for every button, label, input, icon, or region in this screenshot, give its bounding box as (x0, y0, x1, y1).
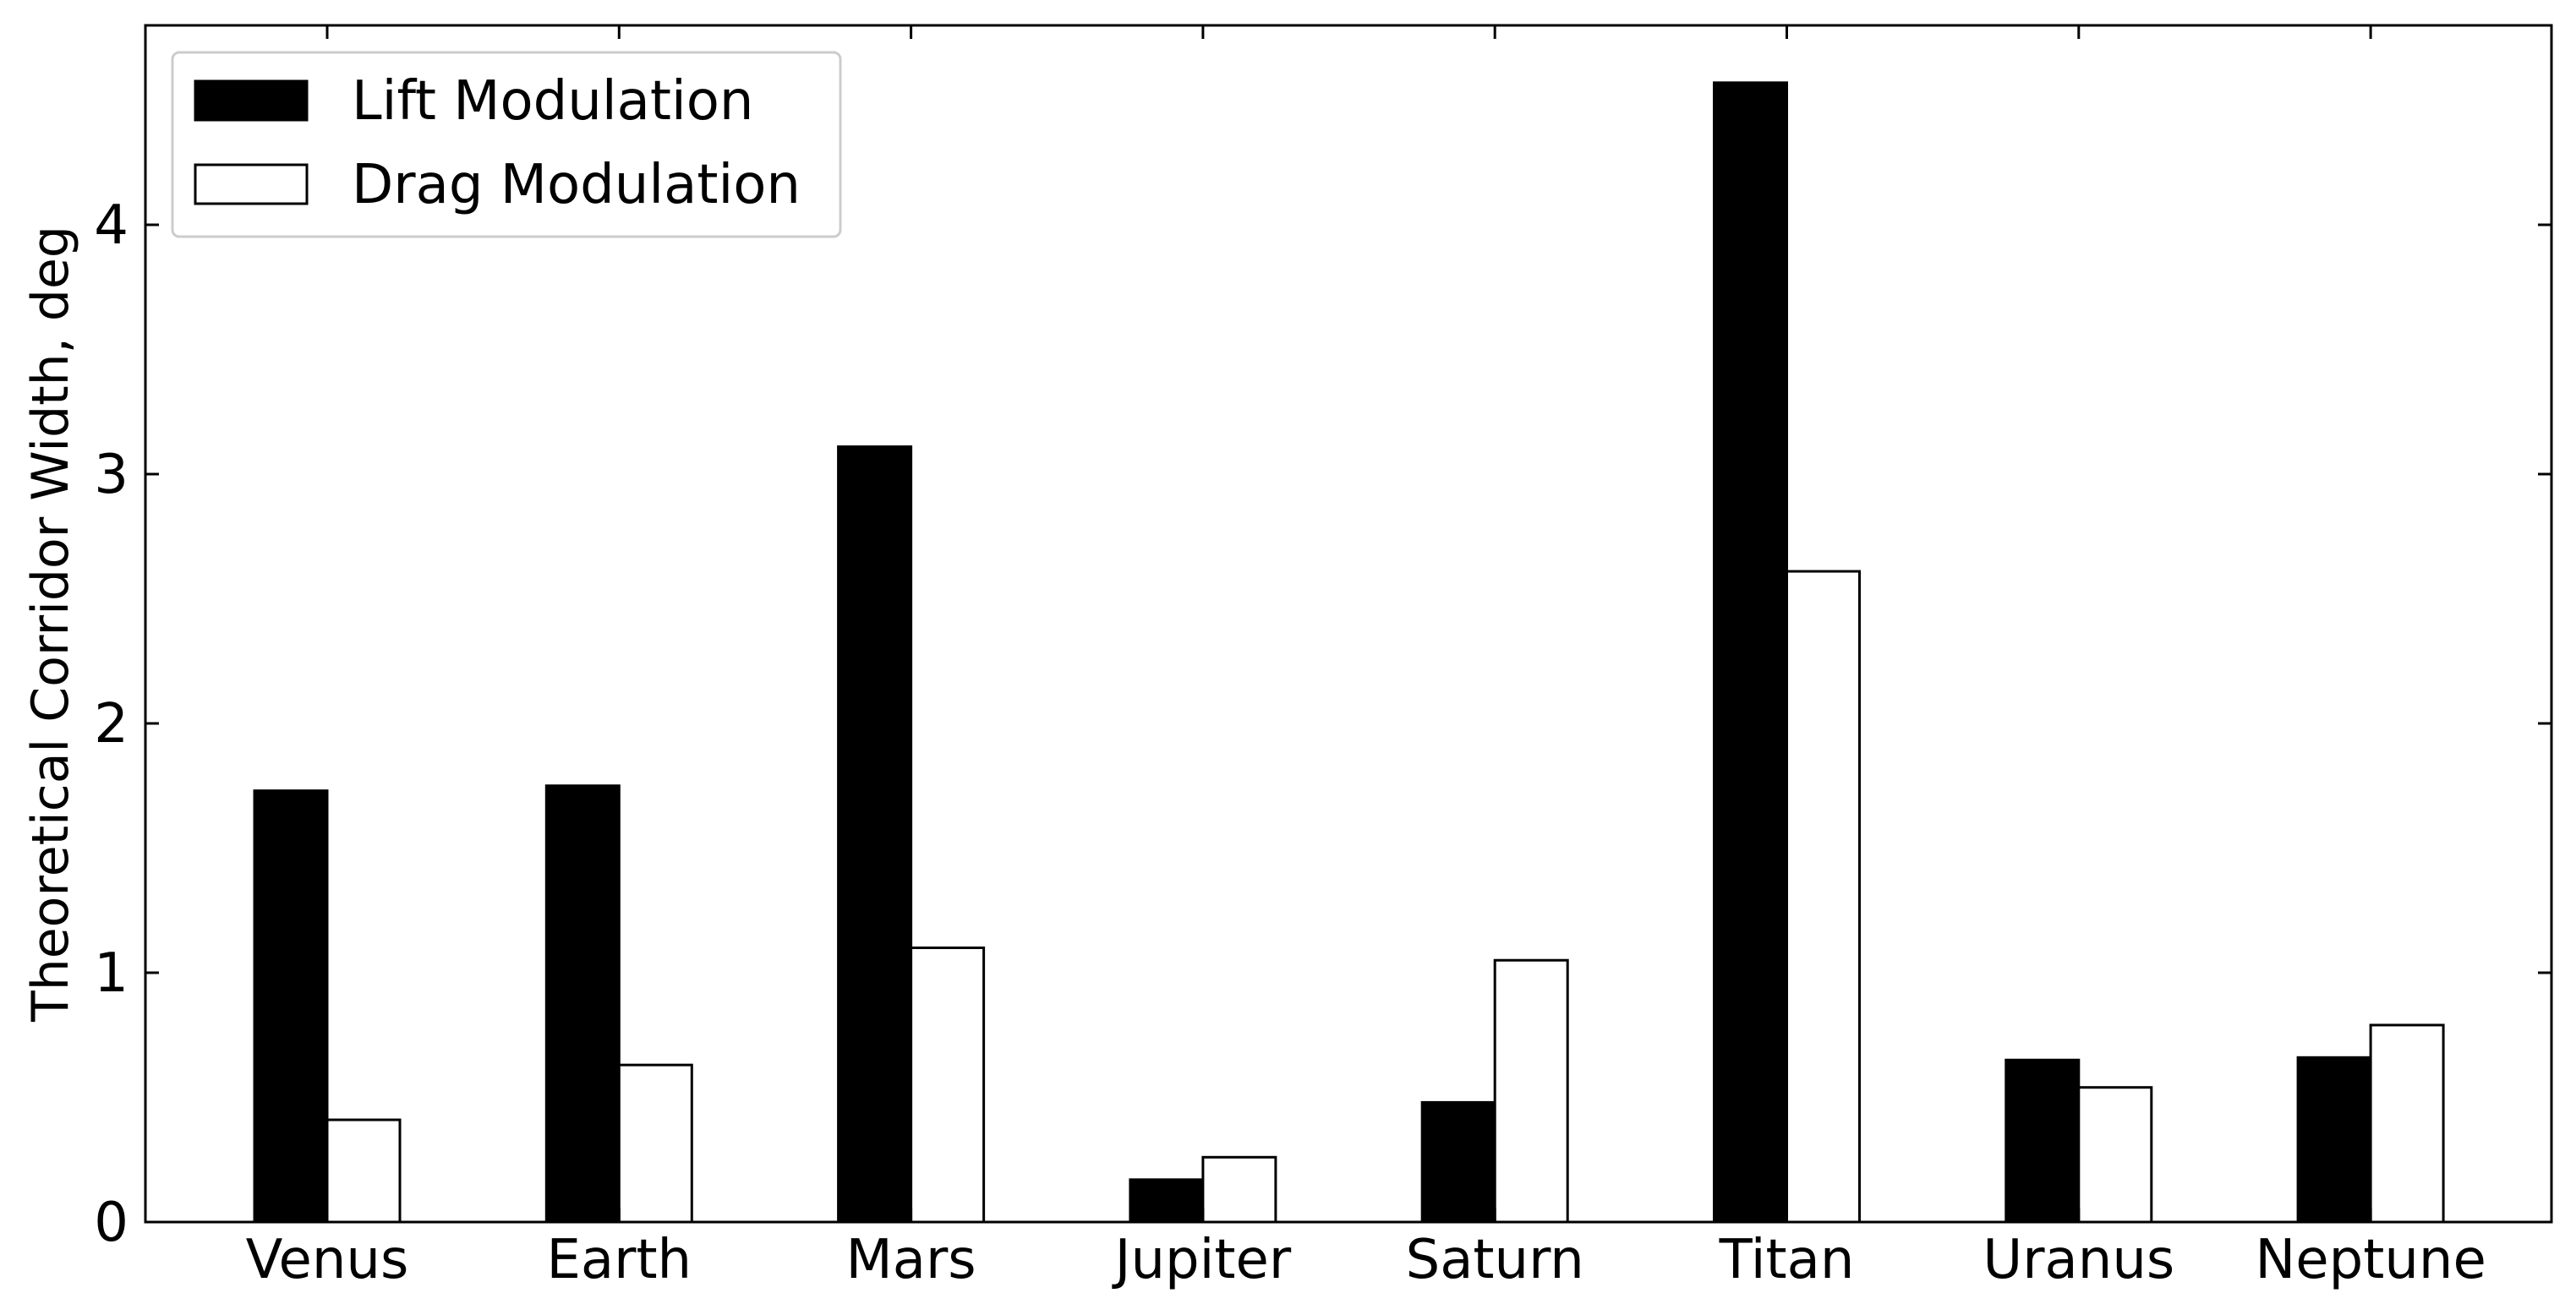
lift-bar-jupiter (1129, 1178, 1205, 1224)
lift-bar-neptune (2296, 1056, 2372, 1224)
x-tick-label-venus: Venus (246, 1229, 409, 1291)
legend-swatch-drag (194, 163, 309, 205)
x-tick-label-titan: Titan (1719, 1229, 1855, 1291)
x-tick-label-earth: Earth (546, 1229, 692, 1291)
legend-box (171, 51, 842, 238)
legend-label-drag: Drag Modulation (352, 154, 801, 216)
drag-bar-saturn (1493, 958, 1569, 1224)
legend-label-lift: Lift Modulation (352, 70, 753, 133)
x-tick-label-uranus: Uranus (1983, 1229, 2174, 1291)
drag-bar-uranus (2077, 1086, 2153, 1224)
x-tick-label-mars: Mars (846, 1229, 976, 1291)
lift-bar-uranus (2004, 1058, 2081, 1224)
drag-bar-neptune (2369, 1023, 2445, 1224)
lift-bar-saturn (1420, 1100, 1496, 1224)
lift-bar-titan (1713, 81, 1788, 1224)
x-tick-label-jupiter: Jupiter (1112, 1229, 1292, 1291)
legend: Lift Modulation Drag Modulation (171, 51, 842, 238)
legend-swatch-lift (194, 79, 309, 122)
lift-bar-earth (544, 784, 621, 1224)
drag-bar-mars (910, 947, 986, 1224)
x-tick-label-saturn: Saturn (1406, 1229, 1584, 1291)
drag-bar-earth (617, 1063, 693, 1224)
lift-bar-venus (253, 789, 329, 1224)
plot-frame (144, 24, 2553, 1224)
drag-bar-jupiter (1201, 1155, 1277, 1224)
ticks-group: Venus Earth Mars Jupiter Saturn Titan Uranus Ne… (94, 25, 2551, 1291)
y-tick-label-4: 4 (94, 194, 129, 257)
y-tick-label-2: 2 (94, 693, 129, 756)
y-tick-label-0: 0 (94, 1192, 129, 1254)
bars-group (253, 81, 2445, 1224)
lift-bar-mars (837, 445, 913, 1224)
drag-bar-titan (1786, 570, 1861, 1224)
drag-bar-venus (325, 1118, 402, 1224)
x-tick-label-neptune: Neptune (2255, 1229, 2486, 1291)
y-tick-label-1: 1 (94, 942, 129, 1005)
y-tick-label-3: 3 (94, 444, 129, 506)
y-axis-label: Theoretical Corridor Width, deg (21, 226, 80, 1023)
